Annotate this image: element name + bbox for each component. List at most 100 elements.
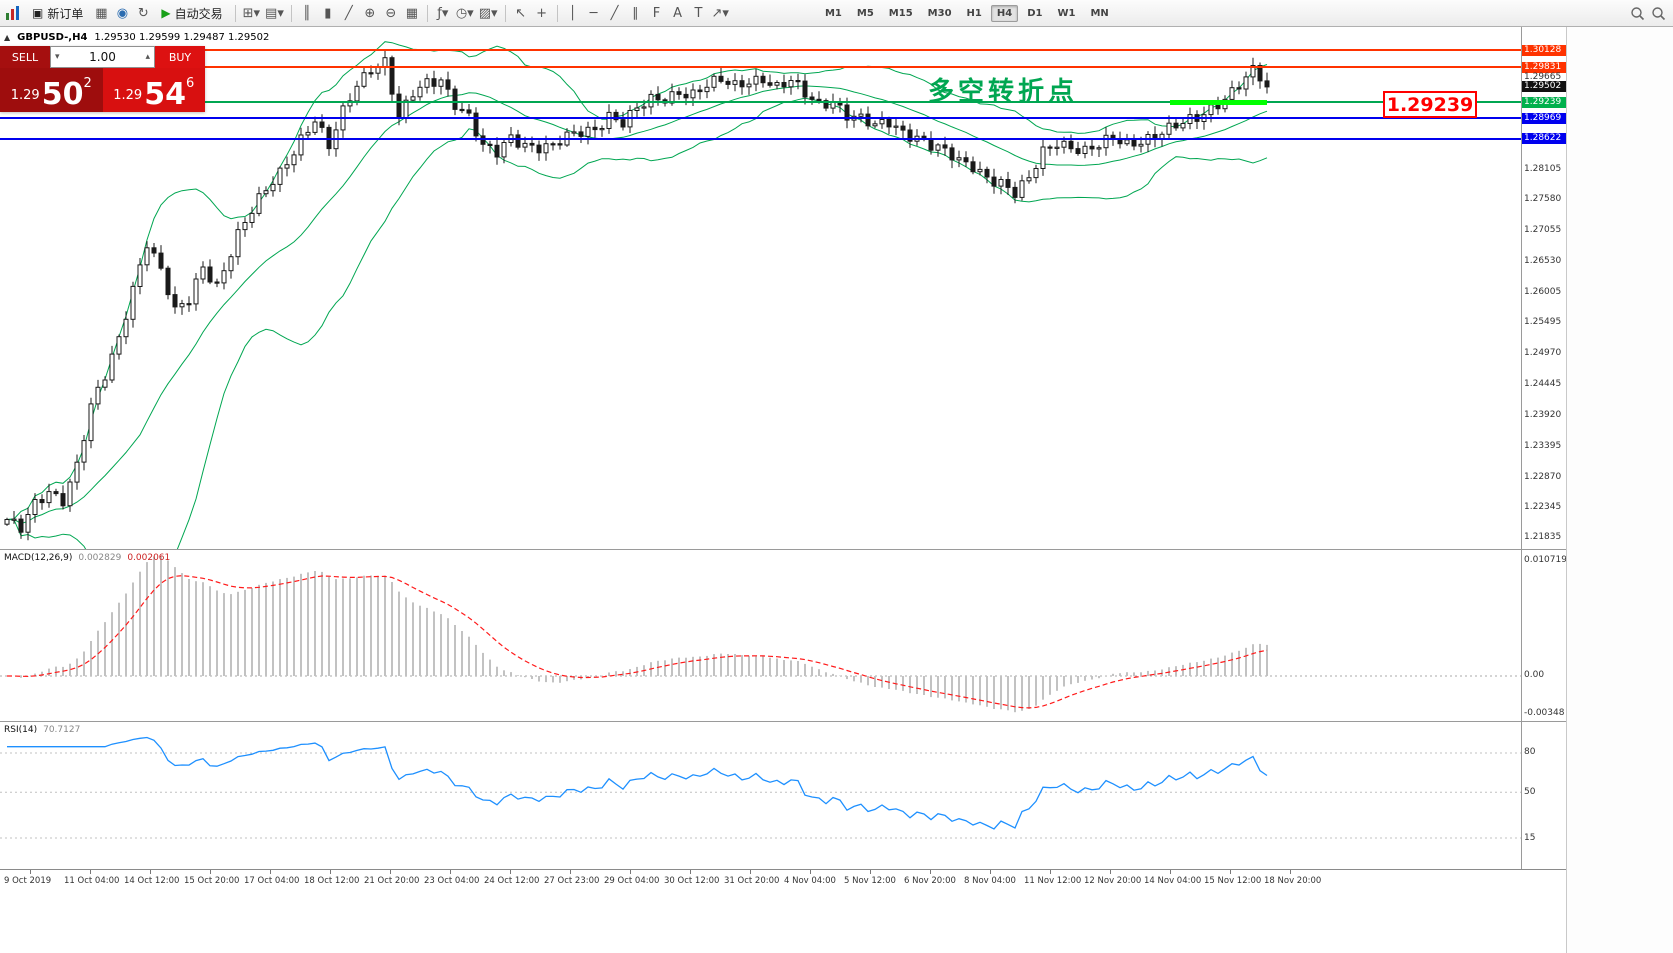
new-chart-icon[interactable]: ⊞▾ <box>242 5 261 21</box>
line-chart-type-icon[interactable]: ╱ <box>344 5 353 21</box>
time-tick <box>1170 870 1171 874</box>
time-axis-label: 18 Nov 20:00 <box>1264 876 1322 886</box>
time-axis-label: 27 Oct 23:00 <box>544 876 600 886</box>
autotrade-button[interactable]: ▶ 自动交易 <box>154 3 229 24</box>
price-axis-label: 1.28969 <box>1522 113 1566 124</box>
timeframe-m30[interactable]: M30 <box>927 7 952 19</box>
time-axis-label: 24 Oct 12:00 <box>484 876 540 886</box>
chart-window: 多空转折点 1.29239 ▲ GBPUSD-,H4 1.29530 1.295… <box>0 27 1566 890</box>
zoom-in-icon[interactable]: ⊕ <box>364 5 376 21</box>
cursor-icon[interactable]: ↖ <box>515 5 526 21</box>
time-axis-label: 14 Oct 12:00 <box>124 876 180 886</box>
time-axis-label: 15 Nov 12:00 <box>1204 876 1262 886</box>
timeframe-m5[interactable]: M5 <box>856 7 874 19</box>
candlestick-type-icon[interactable]: ▮ <box>324 5 332 21</box>
timeframe-m1[interactable]: M1 <box>824 7 842 19</box>
time-axis-label: 30 Oct 12:00 <box>664 876 720 886</box>
time-tick <box>870 870 871 874</box>
support-highlight-segment[interactable] <box>1170 100 1267 105</box>
volume-up-icon[interactable]: ▴ <box>145 52 150 62</box>
volume-field[interactable]: ▾ 1.00 ▴ <box>50 46 155 68</box>
search-icon[interactable] <box>1627 3 1647 24</box>
rsi-axis-label: 15 <box>1524 833 1536 843</box>
time-axis-label: 21 Oct 20:00 <box>364 876 420 886</box>
fibonacci-icon[interactable]: F <box>652 5 661 21</box>
timeframe-w1[interactable]: W1 <box>1057 7 1076 19</box>
buy-quote-button[interactable]: 1.29 54 6 <box>102 68 205 112</box>
vertical-line-icon[interactable]: │ <box>568 5 577 21</box>
macd-name: MACD(12,26,9) <box>4 553 73 563</box>
autotrade-button-icon: ▶ <box>161 6 171 20</box>
zoom-out-icon[interactable]: ⊖ <box>385 5 397 21</box>
time-tick <box>330 870 331 874</box>
horizontal-line-object[interactable] <box>0 117 1521 119</box>
templates-icon[interactable]: ▨▾ <box>478 5 498 21</box>
profiles-icon[interactable]: ◉ <box>116 5 129 21</box>
time-axis-label: 11 Oct 04:00 <box>64 876 120 886</box>
find-symbol-icon[interactable] <box>1648 3 1668 24</box>
time-tick <box>810 870 811 874</box>
time-tick <box>510 870 511 874</box>
time-tick <box>630 870 631 874</box>
text-label-icon[interactable]: T <box>694 5 703 21</box>
price-axis-label: 1.22345 <box>1524 502 1562 512</box>
one-click-trading-panel: SELL ▾ 1.00 ▴ BUY 1.29 50 2 1.29 <box>0 46 205 112</box>
price-callout[interactable]: 1.29239 <box>1383 91 1477 118</box>
timeframe-d1[interactable]: D1 <box>1027 7 1043 19</box>
rsi-axis-label: 50 <box>1524 787 1536 797</box>
time-tick <box>570 870 571 874</box>
candlestick-plot <box>4 41 1270 549</box>
chart-title: ▲ GBPUSD-,H4 1.29530 1.29599 1.29487 1.2… <box>4 32 269 43</box>
macd-label: MACD(12,26,9) 0.002829 0.002061 <box>4 553 170 563</box>
crosshair-icon[interactable]: + <box>536 5 547 21</box>
horizontal-line-object[interactable] <box>0 49 1521 51</box>
volume-value[interactable]: 1.00 <box>89 50 116 64</box>
price-axis-label: 1.29502 <box>1522 81 1566 92</box>
timeframe-h1[interactable]: H1 <box>966 7 982 19</box>
charts-window-icon[interactable]: ▦ <box>95 5 108 21</box>
timeframe-m15[interactable]: M15 <box>888 7 913 19</box>
time-tick <box>390 870 391 874</box>
refresh-icon[interactable]: ↻ <box>137 5 149 21</box>
timeframe-h4[interactable]: H4 <box>990 4 1019 22</box>
bar-chart-type-icon[interactable]: ║ <box>302 5 311 21</box>
macd-axis-label: 0.010719 <box>1524 555 1566 565</box>
time-axis-label: 18 Oct 12:00 <box>304 876 360 886</box>
tile-windows-icon[interactable]: ▦ <box>405 5 418 21</box>
toolbar-separator <box>504 4 506 22</box>
time-tick <box>1110 870 1111 874</box>
time-tick <box>30 870 31 874</box>
horizontal-line-object[interactable] <box>0 101 1521 103</box>
price-axis-label: 1.23395 <box>1524 441 1562 451</box>
periods-menu-icon[interactable]: ◷▾ <box>455 5 474 21</box>
price-axis-label: 1.28105 <box>1524 164 1562 174</box>
sell-button[interactable]: SELL <box>0 46 50 68</box>
sell-quote-button[interactable]: 1.29 50 2 <box>0 68 103 112</box>
equidistant-channel-icon[interactable]: ∥ <box>632 5 639 21</box>
volume-down-icon[interactable]: ▾ <box>55 52 60 62</box>
time-axis-label: 15 Oct 20:00 <box>184 876 240 886</box>
chart-annotation[interactable]: 多空转折点 <box>928 77 1079 107</box>
collapse-trade-panel-icon[interactable]: ▲ <box>4 33 11 42</box>
trendline-icon[interactable]: ╱ <box>610 5 619 21</box>
time-axis-label: 8 Nov 04:00 <box>964 876 1016 886</box>
text-icon[interactable]: A <box>673 5 682 21</box>
macd-axis-line <box>1521 550 1522 721</box>
chart-symbol: GBPUSD-,H4 <box>17 32 88 43</box>
toolbar-separator <box>426 4 428 22</box>
price-axis-label: 1.30128 <box>1522 45 1566 56</box>
buy-button[interactable]: BUY <box>155 46 205 68</box>
arrows-icon[interactable]: ↗▾ <box>711 5 729 21</box>
time-tick <box>930 870 931 874</box>
indicators-icon[interactable]: ƒ▾ <box>437 5 449 21</box>
time-tick <box>750 870 751 874</box>
time-tick <box>270 870 271 874</box>
horizontal-line-object[interactable] <box>0 66 1521 68</box>
new-order-button[interactable]: ▣ 新订单 <box>25 3 90 24</box>
time-axis-label: 29 Oct 04:00 <box>604 876 660 886</box>
profiles-menu-icon[interactable]: ▤▾ <box>265 5 284 21</box>
timeframe-mn[interactable]: MN <box>1090 7 1109 19</box>
horizontal-line-object[interactable] <box>0 138 1521 140</box>
macd-panel: MACD(12,26,9) 0.002829 0.002061 0.010719… <box>0 550 1566 722</box>
horizontal-line-icon[interactable]: ─ <box>589 5 598 21</box>
